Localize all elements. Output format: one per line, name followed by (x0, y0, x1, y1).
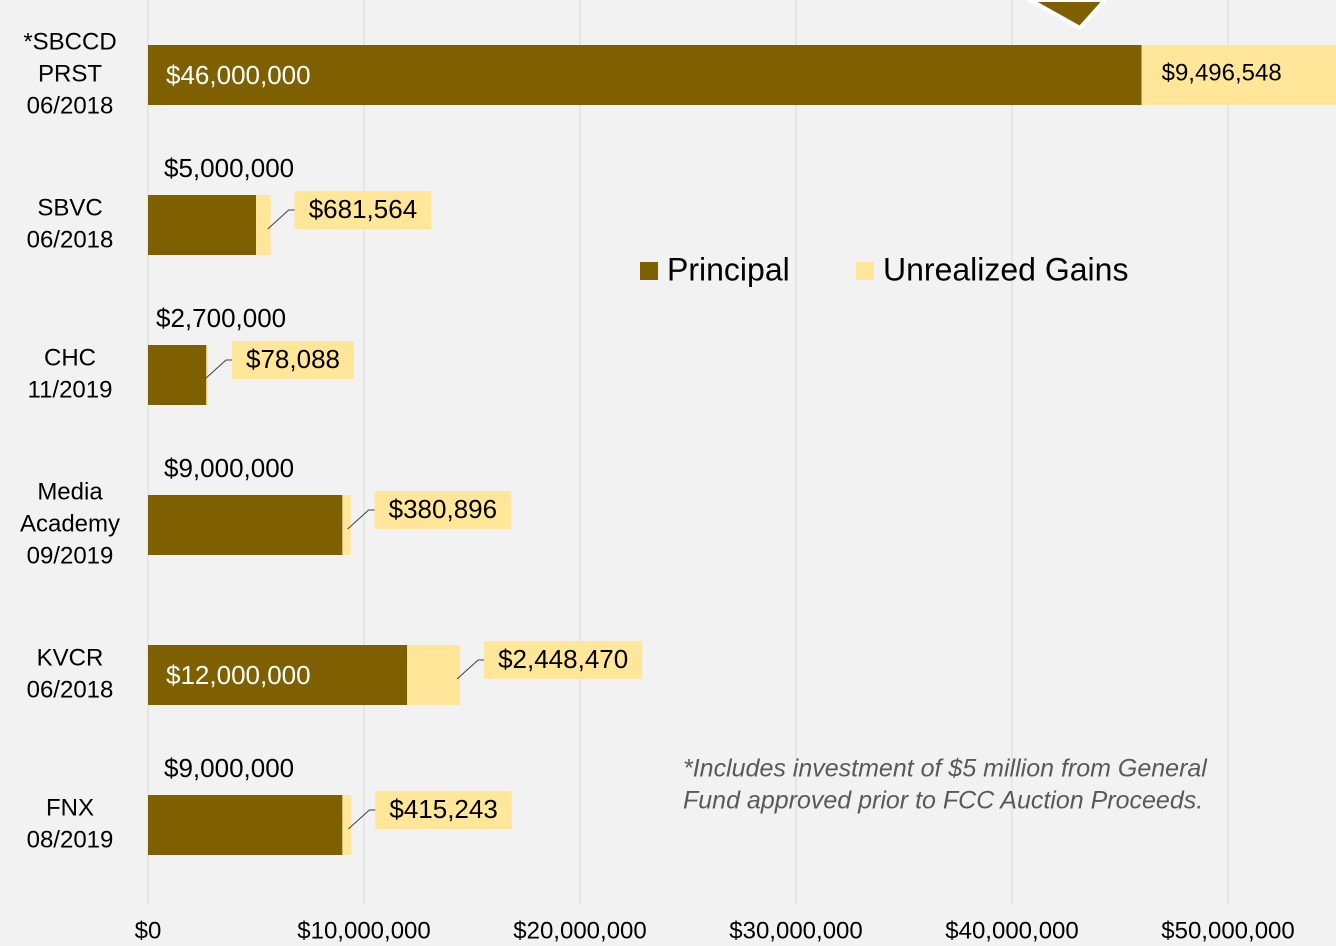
value-label-box (374, 491, 512, 529)
bar-gains (1141, 45, 1336, 105)
category-label: 09/2019 (27, 542, 114, 569)
leader-line (267, 209, 295, 230)
leader-line (347, 509, 375, 530)
category-label: *SBCCD (23, 28, 116, 55)
legend-swatch (640, 262, 658, 280)
category-label: 11/2019 (28, 376, 113, 403)
category-label: CHC (44, 344, 96, 371)
value-label: $2,448,470 (498, 644, 628, 674)
bar-gains (407, 645, 461, 705)
category-label: 06/2018 (27, 676, 114, 703)
leader-line (204, 359, 233, 380)
value-label: $380,896 (389, 494, 497, 524)
bar-principal (148, 345, 207, 405)
value-label: $9,000,000 (164, 753, 294, 783)
bar-principal (148, 45, 1142, 105)
value-label: $681,564 (309, 194, 417, 224)
legend-swatch (856, 262, 874, 280)
value-label: $9,000,000 (164, 453, 294, 483)
value-label: $2,700,000 (156, 303, 286, 333)
leader-line (456, 659, 485, 680)
x-tick-label: $20,000,000 (513, 917, 646, 944)
bar-principal (148, 495, 343, 555)
value-label-box (232, 341, 354, 379)
legend-label: Unrealized Gains (883, 251, 1128, 287)
x-tick-label: $30,000,000 (729, 917, 862, 944)
x-tick-label: $40,000,000 (945, 917, 1078, 944)
category-label: SBVC (37, 194, 102, 221)
grid (147, 0, 1229, 905)
arrow-decoration (1025, 0, 1108, 31)
value-label: $9,496,548 (1162, 59, 1282, 86)
value-label: $5,000,000 (164, 153, 294, 183)
value-label: $78,088 (246, 344, 340, 374)
bar-principal (148, 795, 343, 855)
category-label: 08/2019 (27, 826, 114, 853)
bar-gains (342, 795, 352, 855)
legend-label: Principal (667, 251, 790, 287)
category-label: 06/2018 (27, 92, 114, 119)
leader-line (348, 809, 376, 830)
value-label: $415,243 (389, 794, 497, 824)
value-label: $12,000,000 (166, 660, 311, 690)
value-label-box (484, 641, 643, 679)
category-label: PRST (38, 60, 102, 87)
note: *Includes investment of $5 million from … (683, 755, 1208, 783)
value-label-box (294, 191, 432, 229)
note: Fund approved prior to FCC Auction Proce… (683, 787, 1203, 815)
x-tick-label: $10,000,000 (297, 917, 430, 944)
value-label-box (375, 791, 512, 829)
x-tick-label: $50,000,000 (1161, 917, 1294, 944)
category-label: KVCR (37, 644, 104, 671)
x-tick-label: $0 (135, 917, 162, 944)
value-label: $46,000,000 (166, 60, 311, 90)
category-label: Media (37, 478, 103, 505)
bar-gains (342, 495, 351, 555)
bar-principal (148, 645, 408, 705)
category-label: 06/2018 (27, 226, 114, 253)
bars (148, 45, 1336, 855)
bar-gains (256, 195, 271, 255)
category-label: FNX (46, 794, 94, 821)
bar-principal (148, 195, 256, 255)
category-label: Academy (20, 510, 120, 537)
bar-gains (206, 345, 209, 405)
